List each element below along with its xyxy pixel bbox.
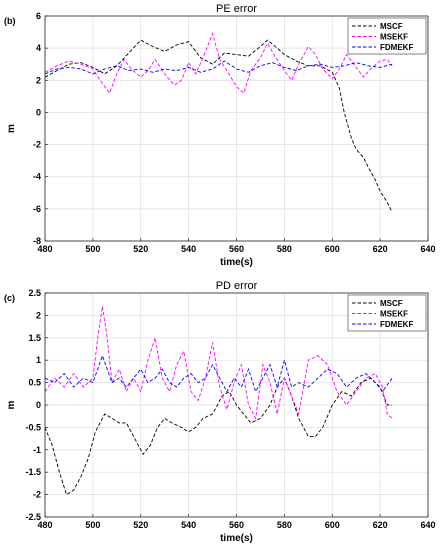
x-tick-label: 580 xyxy=(277,520,292,530)
y-tick-label: 0 xyxy=(36,107,41,117)
x-tick-label: 540 xyxy=(181,244,196,254)
legend-label: MSCF xyxy=(380,22,403,31)
chart-panel-1: 480 500 520 540 560 580 600 620 640 -8 -6 -4 -2 0 2 4 6 P… xyxy=(4,3,436,268)
x-tick-label: 600 xyxy=(325,520,340,530)
series-line-fdmekf xyxy=(44,354,393,393)
x-tick-label: 560 xyxy=(229,244,244,254)
y-tick-label: -4 xyxy=(33,172,41,182)
chart-title: PD error xyxy=(216,280,258,292)
y-tick-label: -1.5 xyxy=(25,467,41,477)
x-tick-label: 500 xyxy=(85,520,100,530)
series-line-mscf xyxy=(44,377,393,496)
y-tick-label: 0.5 xyxy=(28,378,41,388)
x-tick-label: 620 xyxy=(373,520,388,530)
x-tick-label: 620 xyxy=(373,244,388,254)
legend-label: MSEKF xyxy=(380,310,408,319)
y-tick-label: -2.5 xyxy=(25,512,41,522)
panel-label: (c) xyxy=(4,293,15,303)
legend-label: FDMEKF xyxy=(380,43,413,52)
y-tick-label: 1.5 xyxy=(28,333,41,343)
series-line-fdmekf xyxy=(44,60,393,75)
y-tick-label: 2 xyxy=(36,310,41,320)
x-tick-label: 520 xyxy=(133,244,148,254)
x-tick-label: 520 xyxy=(133,520,148,530)
y-tick-label: -0.5 xyxy=(25,422,41,432)
x-tick-label: 560 xyxy=(229,520,244,530)
series-line-msekf xyxy=(44,306,393,420)
y-tick-label: -6 xyxy=(33,204,41,214)
x-tick-label: 480 xyxy=(37,244,52,254)
y-tick-label: 0 xyxy=(36,400,41,410)
x-tick-label: 540 xyxy=(181,520,196,530)
x-axis-label: time(s) xyxy=(220,257,253,268)
y-tick-label: 2 xyxy=(36,75,41,85)
y-tick-label: 2.5 xyxy=(28,288,41,298)
legend-label: MSCF xyxy=(380,299,403,308)
panel-label: (b) xyxy=(4,16,16,26)
x-tick-label: 640 xyxy=(420,244,435,254)
y-tick-label: -2 xyxy=(33,140,41,150)
y-tick-label: 4 xyxy=(36,43,41,53)
legend-label: MSEKF xyxy=(380,33,408,42)
x-tick-label: 500 xyxy=(85,244,100,254)
x-tick-label: 480 xyxy=(37,520,52,530)
series-line-msekf xyxy=(44,32,393,95)
chart-title: PE error xyxy=(216,3,257,15)
y-axis-label: m xyxy=(6,124,17,133)
legend-label: FDMEKF xyxy=(380,320,413,329)
x-axis-label: time(s) xyxy=(220,533,253,544)
x-tick-label: 580 xyxy=(277,244,292,254)
y-axis-label: m xyxy=(6,400,17,409)
y-tick-label: -8 xyxy=(33,236,41,246)
chart-panel-2: 480 500 520 540 560 580 600 620 640 -2.5 -2 -1.5 -1 -… xyxy=(4,280,436,544)
y-tick-label: 1 xyxy=(36,355,41,365)
y-tick-label: -1 xyxy=(33,445,41,455)
y-tick-label: -2 xyxy=(33,490,41,500)
x-tick-label: 640 xyxy=(420,520,435,530)
series-line-mscf xyxy=(44,39,393,213)
x-tick-label: 600 xyxy=(325,244,340,254)
y-tick-label: 6 xyxy=(36,11,41,21)
